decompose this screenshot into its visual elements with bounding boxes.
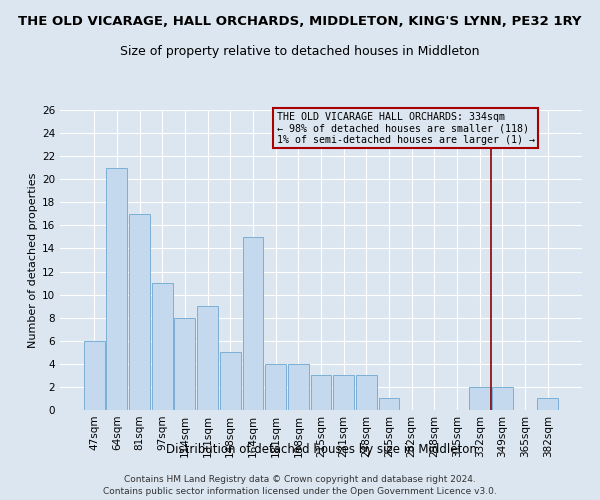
Bar — [84, 341, 104, 410]
Text: Distribution of detached houses by size in Middleton: Distribution of detached houses by size … — [166, 442, 476, 456]
Bar — [106, 168, 127, 410]
Bar — [175, 318, 196, 410]
Bar — [288, 364, 309, 410]
Bar — [311, 376, 331, 410]
Bar — [242, 237, 263, 410]
Bar — [220, 352, 241, 410]
Bar — [469, 387, 490, 410]
Y-axis label: Number of detached properties: Number of detached properties — [28, 172, 38, 348]
Bar — [152, 283, 173, 410]
Bar — [129, 214, 150, 410]
Bar — [356, 376, 377, 410]
Text: THE OLD VICARAGE, HALL ORCHARDS, MIDDLETON, KING'S LYNN, PE32 1RY: THE OLD VICARAGE, HALL ORCHARDS, MIDDLET… — [18, 15, 582, 28]
Bar — [538, 398, 558, 410]
Bar — [197, 306, 218, 410]
Text: Contains public sector information licensed under the Open Government Licence v3: Contains public sector information licen… — [103, 488, 497, 496]
Text: Size of property relative to detached houses in Middleton: Size of property relative to detached ho… — [120, 45, 480, 58]
Bar — [265, 364, 286, 410]
Bar — [379, 398, 400, 410]
Bar — [492, 387, 513, 410]
Text: THE OLD VICARAGE HALL ORCHARDS: 334sqm
← 98% of detached houses are smaller (118: THE OLD VICARAGE HALL ORCHARDS: 334sqm ←… — [277, 112, 535, 144]
Bar — [333, 376, 354, 410]
Text: Contains HM Land Registry data © Crown copyright and database right 2024.: Contains HM Land Registry data © Crown c… — [124, 475, 476, 484]
